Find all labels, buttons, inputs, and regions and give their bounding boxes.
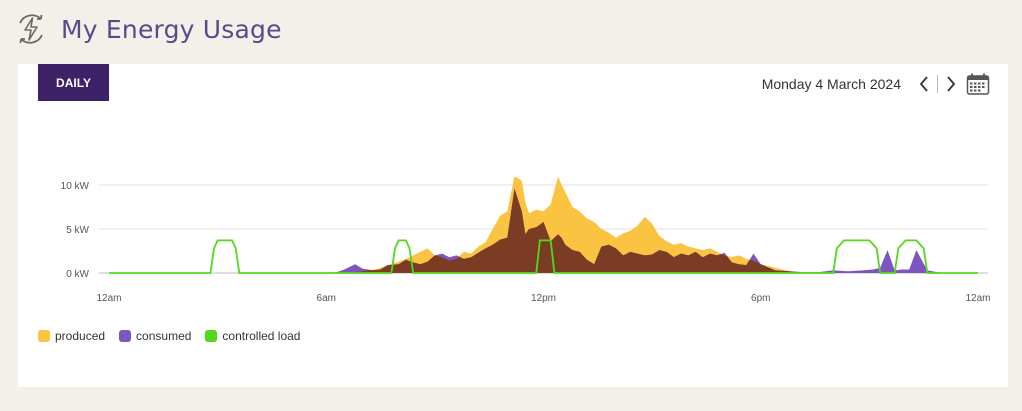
energy-chart: 0 kW 5 kW 10 kW 12am 6am 12pm 6pm 12am [61,176,991,304]
selected-date: Monday 4 March 2024 [761,76,901,92]
y-tick-label: 10 kW [61,181,90,192]
y-tick-label: 5 kW [66,225,89,236]
legend-label-controlled-load: controlled load [222,329,301,343]
legend-item-controlled-load[interactable]: controlled load [205,329,300,343]
x-tick-label: 12am [965,293,990,304]
legend-label-produced: produced [55,329,106,343]
page-title: My Energy Usage [61,14,282,44]
x-tick-label: 6pm [751,293,770,304]
page-header: My Energy Usage [14,10,282,48]
y-tick-label: 0 kW [66,269,89,280]
legend-swatch-produced [38,330,50,342]
series-overlap-area [344,188,808,273]
chevron-right-icon [947,76,956,92]
x-tick-label: 12am [96,293,121,304]
legend-label-consumed: consumed [136,329,192,343]
x-tick-label: 12pm [531,293,556,304]
legend-swatch-consumed [119,330,132,342]
legend-swatch-controlled-load [205,330,218,342]
chart-legend: produced consumed controlled load [38,329,314,343]
nav-divider [937,75,938,93]
previous-day-button[interactable] [917,74,931,94]
legend-item-produced[interactable]: produced [38,329,105,343]
energy-usage-card: DAILY Monday 4 March 2024 0 kW 5 kW 10 kW 1… [18,64,1008,387]
series-produced-area [344,176,808,273]
chevron-left-icon [919,76,928,92]
series-controlled-load-line [109,239,978,274]
tab-daily[interactable]: DAILY [38,64,109,101]
calendar-icon[interactable] [966,72,990,96]
energy-bolt-icon [19,14,43,44]
x-tick-label: 6am [317,293,336,304]
date-navigator: Monday 4 March 2024 [762,70,990,98]
next-day-button[interactable] [944,74,958,94]
legend-item-consumed[interactable]: consumed [119,329,191,343]
